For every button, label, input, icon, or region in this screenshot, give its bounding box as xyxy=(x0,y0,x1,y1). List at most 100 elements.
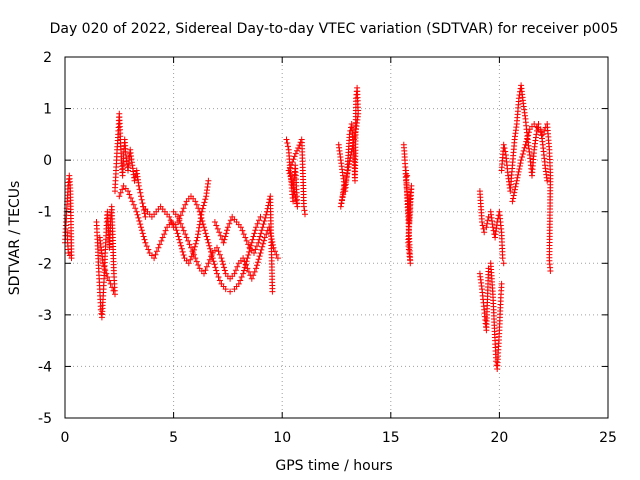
data-point xyxy=(255,239,262,246)
data-point xyxy=(188,244,194,251)
data-point xyxy=(130,201,137,208)
data-point xyxy=(213,222,220,229)
data-point xyxy=(244,265,251,272)
data-point xyxy=(200,221,207,228)
data-point xyxy=(249,236,256,243)
data-point xyxy=(293,200,300,207)
data-point xyxy=(207,245,214,252)
data-point xyxy=(110,287,117,294)
data-point xyxy=(208,253,215,260)
data-point xyxy=(349,145,356,152)
data-point xyxy=(224,227,230,234)
data-point xyxy=(152,251,159,258)
data-point xyxy=(198,214,205,221)
data-point xyxy=(186,241,193,248)
data-point xyxy=(103,270,110,277)
data-point xyxy=(352,129,359,136)
data-point xyxy=(176,217,183,224)
data-point xyxy=(179,208,186,215)
data-point xyxy=(199,218,206,224)
data-point xyxy=(206,242,213,249)
data-point xyxy=(139,230,146,237)
data-point xyxy=(289,179,296,186)
y-tick-label: 2 xyxy=(43,50,52,66)
data-point xyxy=(142,213,149,220)
data-point xyxy=(258,246,265,253)
data-point xyxy=(517,160,524,167)
data-point xyxy=(179,248,186,255)
data-point xyxy=(510,192,517,199)
data-point xyxy=(513,180,520,187)
data-point xyxy=(251,230,258,237)
data-point xyxy=(145,246,152,253)
data-point xyxy=(483,224,490,231)
data-point xyxy=(205,177,212,184)
data-point xyxy=(253,243,260,250)
data-point xyxy=(96,234,103,241)
data-point xyxy=(502,148,509,155)
data-point xyxy=(519,151,526,157)
data-point xyxy=(253,224,260,231)
data-point xyxy=(112,291,118,298)
data-point xyxy=(254,259,261,266)
data-point xyxy=(252,246,259,253)
data-point xyxy=(245,241,252,248)
data-point xyxy=(211,219,218,225)
data-point xyxy=(106,277,113,284)
data-point xyxy=(104,274,111,280)
data-point xyxy=(290,156,297,163)
data-point xyxy=(173,227,180,234)
x-tick-label: 20 xyxy=(490,430,508,446)
data-point xyxy=(248,239,255,246)
x-axis-label: GPS time / hours xyxy=(275,458,392,474)
data-point xyxy=(179,224,186,231)
data-point xyxy=(227,217,234,224)
data-point xyxy=(192,240,199,247)
data-point xyxy=(515,168,522,175)
data-point xyxy=(137,221,144,228)
data-point xyxy=(202,230,209,237)
x-tick-label: 25 xyxy=(599,430,617,446)
data-point xyxy=(291,188,298,195)
data-point xyxy=(212,264,219,271)
data-point xyxy=(196,208,203,215)
data-point xyxy=(250,272,257,279)
data-point xyxy=(242,234,249,241)
data-point xyxy=(287,173,294,180)
data-point xyxy=(203,233,210,240)
data-point xyxy=(256,217,262,224)
data-point xyxy=(404,172,411,179)
data-point xyxy=(216,277,223,284)
data-point xyxy=(174,213,181,220)
data-point xyxy=(284,140,291,146)
x-tick-label: 5 xyxy=(169,430,178,446)
data-point xyxy=(218,255,225,262)
data-point xyxy=(155,244,162,251)
data-point xyxy=(340,189,346,196)
data-point xyxy=(222,286,229,293)
data-point xyxy=(203,263,210,270)
data-point xyxy=(176,236,183,243)
data-point xyxy=(201,227,208,234)
data-point xyxy=(260,221,267,228)
data-point xyxy=(240,231,247,238)
data-point xyxy=(221,267,228,274)
data-point xyxy=(290,182,297,189)
data-point xyxy=(234,263,241,270)
data-point xyxy=(500,141,507,148)
data-point xyxy=(345,167,351,173)
data-point xyxy=(237,224,244,231)
data-point xyxy=(288,176,295,183)
data-point xyxy=(153,248,160,255)
data-point xyxy=(133,208,140,215)
data-point xyxy=(349,142,356,149)
data-point xyxy=(350,136,357,143)
data-point xyxy=(479,222,486,229)
data-point xyxy=(243,262,249,268)
data-point xyxy=(174,230,181,237)
data-point xyxy=(201,199,208,206)
data-point xyxy=(260,240,267,247)
data-point xyxy=(138,193,144,200)
data-point xyxy=(201,224,207,231)
y-tick-label: -1 xyxy=(38,205,52,221)
